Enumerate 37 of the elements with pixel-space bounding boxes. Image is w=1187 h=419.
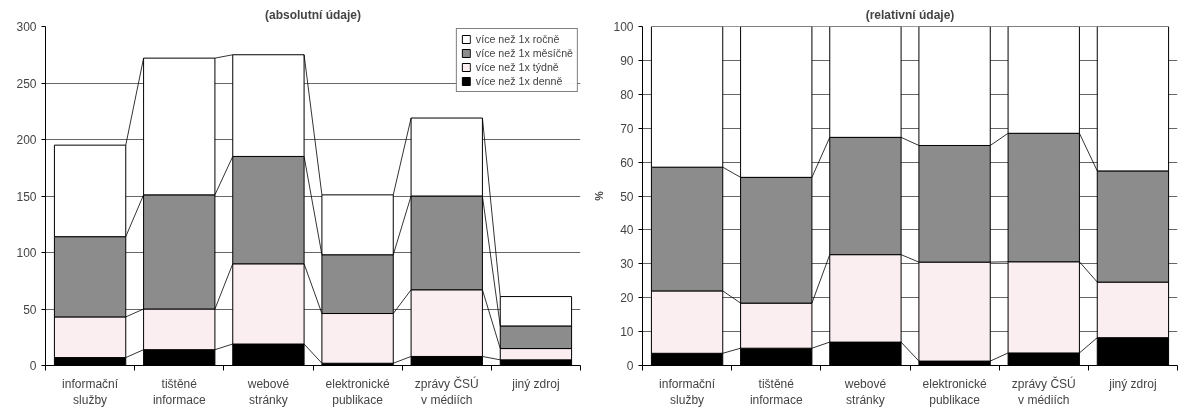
x-tick-label: jiný zdroj xyxy=(511,376,560,391)
y-axis-title: % xyxy=(593,190,606,201)
y-tick-label: 150 xyxy=(16,189,37,204)
y-tick-label: 0 xyxy=(29,359,37,373)
y-tick-label: 50 xyxy=(23,302,37,317)
x-tick-label: tištěné informace xyxy=(152,376,206,408)
y-tick-label: 60 xyxy=(620,155,634,170)
legend-label: více než 1x týdně xyxy=(475,61,559,73)
y-tick-label: 100 xyxy=(613,20,634,34)
y-tick-label: 40 xyxy=(620,223,634,238)
y-tick-label: 90 xyxy=(620,53,634,68)
legend-label: více než 1x denně xyxy=(475,75,563,87)
x-tick-label: zprávy ČSÚ v médiích xyxy=(414,375,479,408)
x-tick-label: zprávy ČSÚ v médiích xyxy=(1011,375,1076,408)
chart-title: (relativní údaje) xyxy=(865,7,955,22)
y-tick-label: 70 xyxy=(620,121,634,136)
y-tick-label: 50 xyxy=(620,189,634,204)
y-tick-label: 10 xyxy=(620,325,634,340)
y-tick-label: 20 xyxy=(620,291,634,306)
chart-title: (absolutní údaje) xyxy=(265,7,361,22)
y-tick-label: 30 xyxy=(620,257,634,272)
x-tick-label: informační služby xyxy=(62,376,119,408)
y-tick-label: 100 xyxy=(16,246,37,260)
y-tick-label: 300 xyxy=(16,20,37,34)
x-tick-label: informační služby xyxy=(659,376,716,408)
x-tick-label: elektronické publikace xyxy=(922,376,987,408)
y-tick-label: 0 xyxy=(626,359,634,373)
x-tick-label: tištěné informace xyxy=(749,376,803,408)
legend-label: více než 1x měsíčně xyxy=(475,47,573,59)
x-tick-label: webové stránky xyxy=(843,376,887,408)
y-tick-label: 250 xyxy=(16,76,37,91)
x-tick-label: elektronické publikace xyxy=(325,376,390,408)
x-tick-label: webové stránky xyxy=(246,376,290,408)
legend-label: více než 1x ročně xyxy=(475,33,560,45)
y-tick-label: 80 xyxy=(620,87,634,102)
y-tick-label: 200 xyxy=(16,133,37,147)
x-tick-label: jiný zdroj xyxy=(1108,376,1157,391)
